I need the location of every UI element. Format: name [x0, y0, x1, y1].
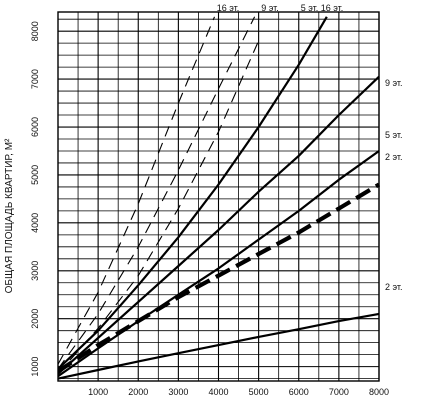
top-label-dashed-9: 9 эт.: [261, 3, 279, 13]
x-tick-label: 6000: [289, 387, 309, 397]
series-line-dashed-6: [58, 40, 260, 375]
y-tick-label: 7000: [30, 69, 40, 89]
right-series-labels: 9 эт. 5 эт. 2 эт. 2 эт.: [385, 78, 403, 292]
x-tick-label: 7000: [329, 387, 349, 397]
y-tick-label: 3000: [30, 261, 40, 281]
series-line-solid-1: [58, 312, 380, 380]
y-tick-label: 8000: [30, 21, 40, 41]
series-lines: [58, 16, 381, 380]
series-line-dashed-8: [58, 16, 216, 365]
grid: [57, 11, 380, 382]
right-label-2-solid: 2 эт.: [385, 282, 403, 292]
plot-frame: [57, 11, 380, 382]
y-tick-label: 2000: [30, 309, 40, 329]
x-tick-label: 5000: [249, 387, 269, 397]
y-tick-label: 5000: [30, 165, 40, 185]
top-label-dashed-5-and-16: 5 эт. 16 эт.: [301, 3, 344, 13]
top-series-labels: 16 эт. 9 эт. 5 эт. 16 эт.: [217, 3, 344, 13]
y-tick-label: 4000: [30, 213, 40, 233]
y-tick-label: 6000: [30, 117, 40, 137]
series-line-dashed-bold-2: [58, 182, 381, 374]
right-label-5: 5 эт.: [385, 130, 403, 140]
series-line-solid-4: [58, 75, 380, 375]
x-tick-label: 4000: [208, 387, 228, 397]
x-tick-label: 2000: [128, 387, 148, 397]
series-line-solid-3: [58, 150, 380, 378]
y-tick-labels: 1000 2000 3000 4000 5000 6000 7000 8000: [30, 21, 40, 376]
x-tick-label: 1000: [88, 387, 108, 397]
series-line-dashed-7: [58, 16, 256, 370]
x-tick-label: 3000: [168, 387, 188, 397]
top-label-dashed-16: 16 эт.: [217, 3, 240, 13]
y-axis-label: ОБЩАЯ ПЛОЩАДЬ КВАРТИР, М²: [4, 138, 15, 293]
y-tick-label: 1000: [30, 357, 40, 377]
series-line-solid-5: [58, 16, 328, 370]
x-tick-labels: 1000 2000 3000 4000 5000 6000 7000 8000: [88, 387, 389, 397]
right-label-9: 9 эт.: [385, 78, 403, 88]
right-label-2-dashed: 2 эт.: [385, 152, 403, 162]
x-tick-label: 8000: [369, 387, 389, 397]
